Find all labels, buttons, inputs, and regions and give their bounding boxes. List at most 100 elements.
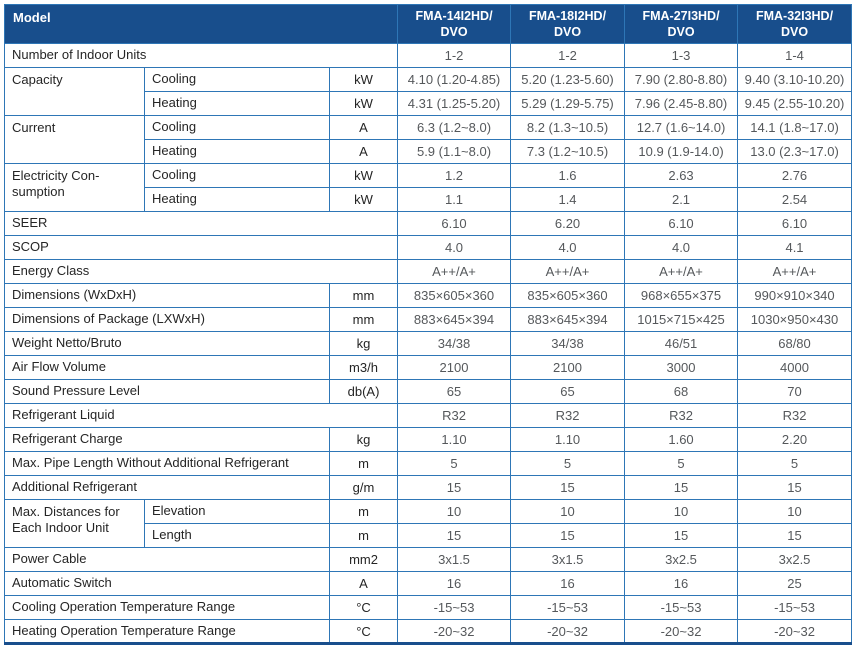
value-cell: 15 (737, 475, 853, 500)
unit-cell: g/m (328, 475, 399, 500)
value-cell: 5.29 (1.29-5.75) (510, 91, 626, 116)
row-label: Cooling Operation Temperature Range (4, 595, 330, 620)
table-row: Current Cooling A 6.3 (1.2~8.0) 8.2 (1.3… (4, 115, 853, 164)
value-cell: 2100 (510, 355, 626, 380)
value-cell: 990×910×340 (737, 283, 853, 308)
value-cell: 2.63 (624, 163, 739, 188)
value-cell: 7.96 (2.45-8.80) (624, 91, 739, 116)
model-header-label: Model (3, 4, 399, 44)
table-row: Weight Netto/Bruto kg 34/38 34/38 46/51 … (4, 331, 853, 356)
value-cell: -20~32 (737, 619, 853, 644)
model-column-header: FMA-32I3HD/ DVO (737, 4, 853, 44)
unit-cell: db(A) (328, 379, 399, 404)
unit-cell: °C (328, 595, 399, 620)
unit-cell: m3/h (328, 355, 399, 380)
row-label: Air Flow Volume (4, 355, 330, 380)
table-header: Model FMA-14I2HD/ DVO FMA-18I2HD/ DVO FM… (3, 4, 853, 44)
value-cell: 2.1 (624, 187, 739, 212)
unit-cell: kg (328, 331, 399, 356)
row-label: Automatic Switch (4, 571, 330, 596)
value-cell: A++/A+ (737, 259, 853, 284)
model-column-header: FMA-14I2HD/ DVO (397, 4, 512, 44)
unit-cell: mm (328, 283, 399, 308)
unit-cell: kW (328, 91, 399, 116)
unit-cell: A (328, 115, 399, 140)
value-cell: 5 (510, 451, 626, 476)
value-cell: 10 (624, 499, 739, 524)
value-cell: 6.20 (510, 211, 626, 236)
table-body: Number of Indoor Units 1-2 1-2 1-3 1-4 C… (3, 43, 853, 644)
unit-cell: A (328, 139, 399, 164)
table-row: Sound Pressure Level db(A) 65 65 68 70 (4, 379, 853, 404)
value-cell: 10 (737, 499, 853, 524)
row-group-label: Max. Distances for Each Indoor Unit (4, 499, 145, 548)
row-label: Refrigerant Charge (4, 427, 330, 452)
value-cell: 12.7 (1.6~14.0) (624, 115, 739, 140)
value-cell: -15~53 (397, 595, 512, 620)
unit-cell: mm2 (328, 547, 399, 572)
table-row: Automatic Switch A 16 16 16 25 (4, 571, 853, 596)
spec-table: Model FMA-14I2HD/ DVO FMA-18I2HD/ DVO FM… (3, 4, 853, 645)
value-cell: 835×605×360 (397, 283, 512, 308)
table-row: SEER 6.10 6.20 6.10 6.10 (3, 211, 853, 236)
value-cell: 2.54 (737, 187, 853, 212)
value-cell: 1-2 (397, 43, 512, 68)
value-cell: 883×645×394 (397, 307, 512, 332)
row-label: Number of Indoor Units (3, 43, 399, 68)
table-row: Energy Class A++/A+ A++/A+ A++/A+ A++/A+ (3, 259, 853, 284)
value-cell: 1-2 (510, 43, 626, 68)
value-cell: 15 (737, 523, 853, 548)
value-cell: 10 (510, 499, 626, 524)
value-cell: A++/A+ (624, 259, 739, 284)
row-label: SEER (3, 211, 399, 236)
value-cell: 1.1 (397, 187, 512, 212)
value-cell: 5.20 (1.23-5.60) (510, 67, 626, 92)
value-cell: 15 (397, 475, 512, 500)
value-cell: 1.4 (510, 187, 626, 212)
value-cell: 1030×950×430 (737, 307, 853, 332)
table-row: Heating A 5.9 (1.1~8.0) 7.3 (1.2~10.5) 1… (5, 139, 853, 164)
value-cell: 10 (397, 499, 512, 524)
row-label: Dimensions (WxDxH) (4, 283, 330, 308)
value-cell: A++/A+ (510, 259, 626, 284)
table-row: Refrigerant Liquid R32 R32 R32 R32 (3, 403, 853, 428)
row-sublabel: Cooling (144, 163, 330, 188)
value-cell: 8.2 (1.3~10.5) (510, 115, 626, 140)
table-header-row: Model FMA-14I2HD/ DVO FMA-18I2HD/ DVO FM… (3, 4, 853, 44)
value-cell: 9.45 (2.55-10.20) (737, 91, 853, 116)
value-cell: A++/A+ (397, 259, 512, 284)
value-cell: 3x1.5 (397, 547, 512, 572)
unit-cell: °C (328, 619, 399, 644)
table-row: Air Flow Volume m3/h 2100 2100 3000 4000 (4, 355, 853, 380)
table-row: Electricity Con- sumption Cooling kW 1.2… (4, 163, 853, 212)
value-cell: 968×655×375 (624, 283, 739, 308)
value-cell: 1.10 (510, 427, 626, 452)
row-sublabel: Heating (144, 139, 330, 164)
value-cell: 6.3 (1.2~8.0) (397, 115, 512, 140)
table-row: Heating kW 4.31 (1.25-5.20) 5.29 (1.29-5… (5, 91, 853, 116)
value-cell: 68/80 (737, 331, 853, 356)
value-cell: 25 (737, 571, 853, 596)
model-column-header: FMA-27I3HD/ DVO (624, 4, 739, 44)
row-label: Max. Pipe Length Without Additional Refr… (4, 451, 330, 476)
row-sublabel: Cooling (144, 115, 330, 140)
row-label: Refrigerant Liquid (3, 403, 399, 428)
value-cell: 15 (397, 523, 512, 548)
row-label: Heating Operation Temperature Range (4, 619, 330, 644)
value-cell: 6.10 (737, 211, 853, 236)
row-group-label: Electricity Con- sumption (4, 163, 145, 212)
value-cell: -15~53 (624, 595, 739, 620)
value-cell: 15 (624, 523, 739, 548)
row-label: Dimensions of Package (LXWxH) (4, 307, 330, 332)
table-row: Additional Refrigerant g/m 15 15 15 15 (4, 475, 853, 500)
value-cell: 835×605×360 (510, 283, 626, 308)
value-cell: -20~32 (397, 619, 512, 644)
value-cell: 34/38 (510, 331, 626, 356)
value-cell: 2.76 (737, 163, 853, 188)
model-column-header: FMA-18I2HD/ DVO (510, 4, 626, 44)
value-cell: 1.10 (397, 427, 512, 452)
unit-cell: kg (328, 427, 399, 452)
row-label: Sound Pressure Level (4, 379, 330, 404)
value-cell: 4.1 (737, 235, 853, 260)
